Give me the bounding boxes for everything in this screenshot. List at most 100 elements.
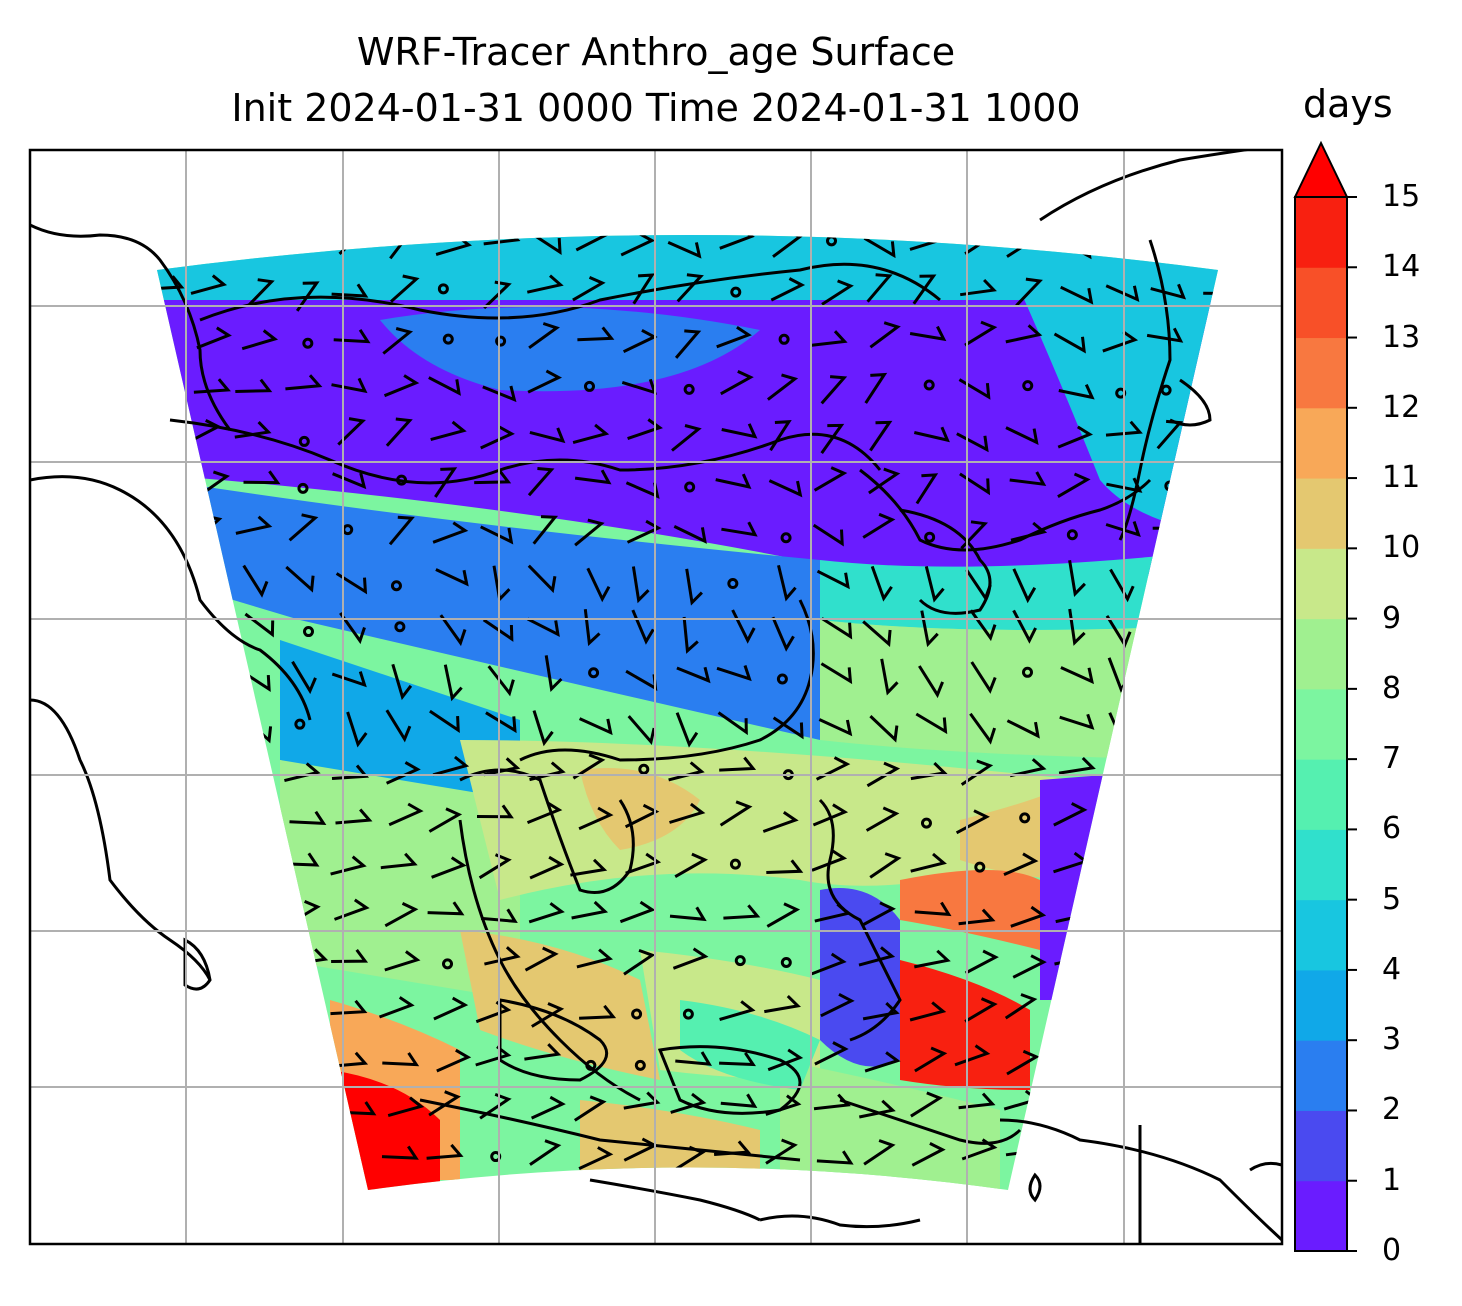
calm-wind-marker bbox=[778, 333, 790, 345]
wind-barb bbox=[528, 902, 565, 924]
wind-barb bbox=[862, 512, 896, 539]
wind-barb bbox=[196, 326, 232, 350]
wind-barb bbox=[866, 761, 901, 788]
wind-barb bbox=[295, 281, 320, 312]
wind-barb bbox=[432, 521, 469, 544]
wind-barb bbox=[526, 274, 564, 294]
calm-wind-marker bbox=[780, 532, 792, 544]
wind-barb bbox=[814, 903, 852, 923]
wind-barb bbox=[766, 373, 799, 401]
wind-barb bbox=[578, 1146, 614, 1170]
calm-wind-marker bbox=[1066, 529, 1078, 541]
wind-barb bbox=[812, 803, 849, 827]
wind-barb bbox=[910, 852, 947, 873]
wind-barb bbox=[961, 1138, 998, 1161]
wind-barb bbox=[1057, 472, 1091, 498]
wind-barb bbox=[284, 762, 321, 783]
wind-barb bbox=[716, 665, 752, 682]
calm-wind-marker bbox=[634, 1059, 646, 1071]
wind-barb bbox=[766, 859, 804, 874]
wind-barb bbox=[429, 709, 460, 733]
wind-barb bbox=[625, 852, 662, 875]
calm-wind-marker bbox=[298, 435, 310, 447]
wind-barb bbox=[434, 467, 458, 498]
wind-barb bbox=[430, 420, 467, 442]
wind-barb bbox=[861, 901, 896, 927]
wind-barb bbox=[1012, 609, 1037, 644]
wind-barb bbox=[484, 946, 521, 966]
wind-barb bbox=[960, 759, 994, 786]
wind-barb bbox=[820, 992, 855, 1018]
calm-wind-marker bbox=[729, 858, 741, 870]
wind-barb bbox=[960, 520, 989, 550]
wind-barb bbox=[670, 1092, 707, 1114]
calm-wind-marker bbox=[303, 626, 315, 638]
wind-barb bbox=[631, 566, 650, 604]
calm-wind-marker bbox=[297, 482, 309, 494]
colorbar-tick-label: 5 bbox=[1382, 881, 1402, 917]
colorbar-block bbox=[1295, 337, 1347, 409]
wind-barb bbox=[428, 1090, 461, 1117]
wind-barb bbox=[965, 569, 992, 602]
wind-barb bbox=[443, 664, 463, 702]
wind-barb bbox=[958, 1092, 996, 1110]
calm-wind-marker bbox=[924, 531, 936, 543]
wind-barb bbox=[1105, 420, 1143, 437]
wind-barb bbox=[234, 421, 272, 439]
wind-barb bbox=[667, 241, 702, 259]
wind-barb bbox=[769, 420, 792, 452]
calm-wind-marker bbox=[437, 283, 449, 295]
wind-barb bbox=[531, 1002, 565, 1028]
calm-wind-marker bbox=[588, 667, 600, 679]
wind-barb bbox=[573, 1095, 607, 1122]
wind-barb bbox=[243, 470, 281, 485]
colorbar-block bbox=[1295, 829, 1347, 901]
wind-barb bbox=[669, 906, 707, 922]
colorbar-tick-label: 7 bbox=[1382, 741, 1402, 777]
wind-barb bbox=[1059, 713, 1095, 730]
calm-wind-marker bbox=[734, 955, 746, 967]
wind-barb bbox=[1009, 471, 1047, 487]
colorbar-block bbox=[1295, 197, 1347, 268]
calm-wind-marker bbox=[442, 958, 454, 970]
wind-barb bbox=[862, 1002, 900, 1021]
wind-barb bbox=[1102, 330, 1139, 353]
colorbar-block bbox=[1295, 267, 1347, 339]
wind-barb bbox=[583, 609, 601, 647]
wind-barb bbox=[339, 1101, 377, 1116]
calm-wind-marker bbox=[920, 817, 932, 829]
wind-barb bbox=[772, 716, 804, 740]
wind-barb bbox=[777, 564, 797, 602]
colorbar-tick-label: 3 bbox=[1382, 1022, 1402, 1058]
wind-barb bbox=[387, 1096, 425, 1118]
colorbar-units: days bbox=[1303, 82, 1393, 126]
wind-barb bbox=[676, 273, 704, 303]
wind-barb bbox=[764, 995, 801, 1014]
colorbar-block bbox=[1295, 478, 1347, 549]
wind-barb bbox=[483, 235, 521, 246]
wind-barb bbox=[330, 855, 367, 876]
wind-barb bbox=[869, 321, 901, 349]
wind-barb bbox=[1006, 1049, 1040, 1076]
wind-barb bbox=[389, 235, 414, 260]
wind-barb bbox=[816, 569, 850, 590]
wind-barb bbox=[526, 617, 560, 637]
wind-barb bbox=[388, 515, 415, 546]
colorbar-block bbox=[1295, 618, 1347, 690]
wind-barb bbox=[190, 274, 228, 295]
wind-barb bbox=[1105, 521, 1141, 538]
wind-barb bbox=[530, 1095, 566, 1120]
wind-barb bbox=[1068, 559, 1086, 597]
wind-barb bbox=[959, 278, 997, 297]
wind-barb bbox=[811, 849, 848, 872]
wind-barb bbox=[524, 1043, 562, 1061]
wind-barb bbox=[1068, 608, 1086, 646]
wind-barb bbox=[631, 609, 655, 645]
wind-barb bbox=[428, 807, 463, 833]
wind-barb bbox=[571, 900, 609, 920]
wind-barb bbox=[193, 378, 231, 394]
wind-barb bbox=[914, 949, 951, 969]
wind-barb bbox=[862, 620, 892, 648]
wind-barb bbox=[675, 1051, 712, 1066]
wind-barb bbox=[958, 908, 996, 926]
